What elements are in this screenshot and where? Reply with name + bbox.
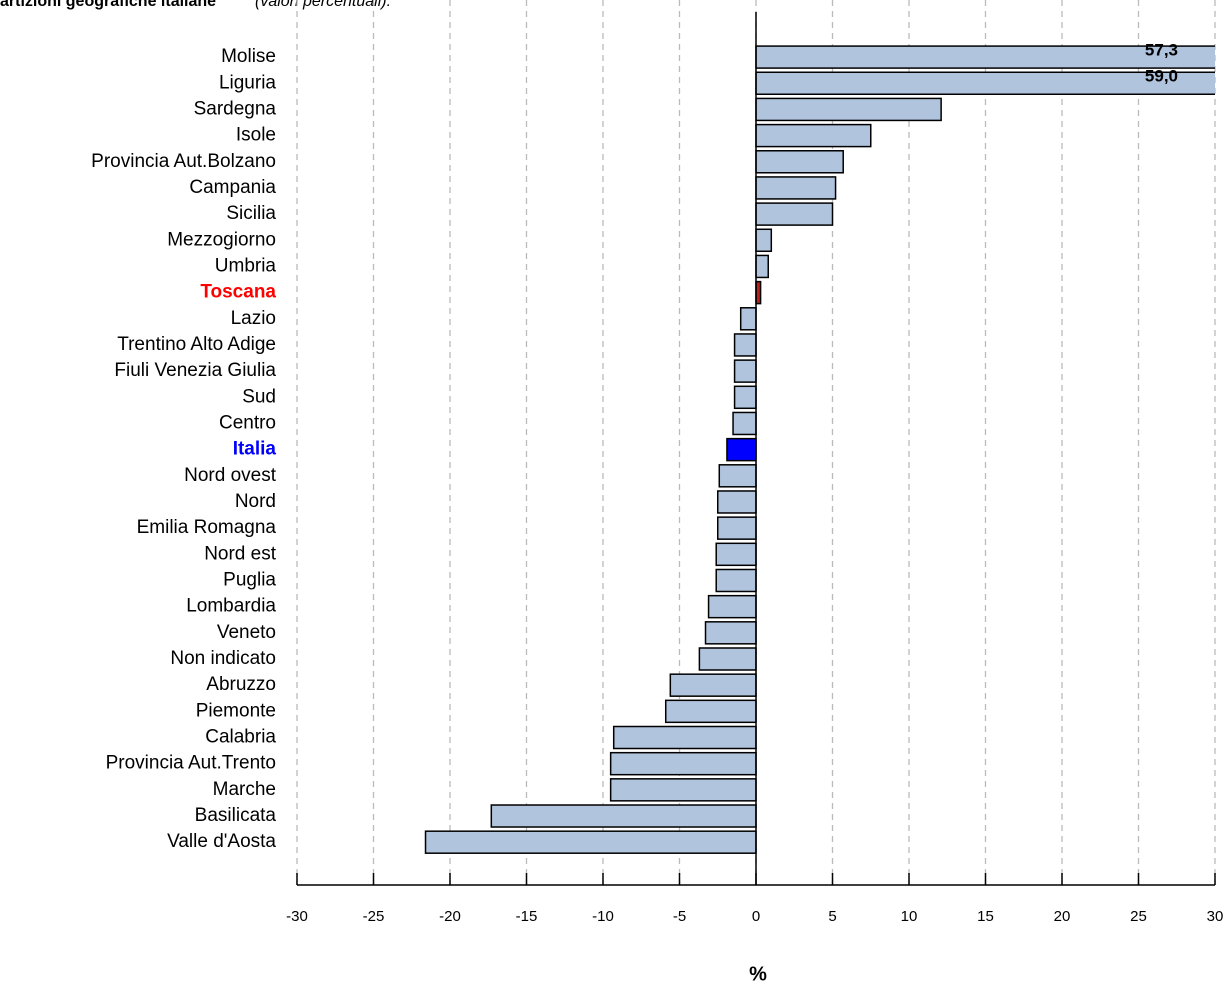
x-tick-label: 10	[901, 908, 918, 925]
y-tick-label: Toscana	[200, 282, 276, 303]
bar	[669, 673, 757, 697]
bar	[612, 725, 757, 750]
y-tick-label: Centro	[219, 412, 276, 433]
bar	[718, 464, 757, 488]
x-tick-label: 20	[1054, 908, 1071, 925]
y-tick-label: Provincia Aut.Bolzano	[91, 151, 276, 172]
y-tick-label: Sicilia	[226, 203, 276, 224]
bar	[424, 830, 757, 854]
value-label: 59,0	[1145, 67, 1178, 86]
x-tick-label: -10	[592, 908, 614, 925]
y-tick-label: Puglia	[223, 570, 276, 591]
bar	[755, 202, 834, 226]
bar	[726, 437, 757, 462]
y-tick-label: Sardegna	[194, 98, 277, 119]
bar	[755, 97, 942, 122]
bar	[698, 647, 757, 671]
y-tick-label: Italia	[233, 439, 277, 460]
bar	[715, 542, 757, 567]
bar	[609, 751, 757, 776]
y-tick-label: Nord ovest	[184, 465, 277, 486]
bar	[739, 307, 757, 331]
bar	[732, 411, 757, 436]
y-tick-label: Umbria	[215, 255, 277, 276]
y-tick-label: Basilicata	[195, 805, 277, 826]
bar	[755, 150, 844, 174]
y-tick-label: Trentino Alto Adige	[117, 334, 276, 355]
y-tick-label: Provincia Aut.Trento	[106, 753, 276, 774]
x-tick-label: 5	[828, 908, 836, 925]
bar	[755, 123, 872, 148]
y-tick-label: Lazio	[231, 308, 276, 329]
x-tick-label: 30	[1207, 908, 1224, 925]
x-tick-label: -15	[516, 908, 538, 925]
y-tick-label: Liguria	[219, 72, 276, 93]
x-tick-label: 15	[977, 908, 994, 925]
bar	[755, 176, 837, 200]
y-tick-label: Abruzzo	[206, 674, 276, 695]
y-tick-label: Veneto	[217, 622, 276, 643]
bar	[707, 594, 757, 619]
y-tick-label: Piemonte	[196, 700, 276, 721]
x-axis-label: %	[749, 963, 767, 985]
y-tick-label: Emilia Romagna	[137, 517, 277, 538]
x-tick-label: -25	[363, 908, 385, 925]
bar	[733, 359, 757, 383]
bar	[733, 385, 757, 410]
plot-area	[424, 45, 1215, 854]
bar	[717, 490, 757, 514]
y-tick-label: Nord est	[204, 543, 277, 564]
y-tick-label: Sud	[242, 386, 276, 407]
y-tick-label: Nord	[235, 491, 276, 512]
x-tick-label: -5	[673, 908, 686, 925]
value-label: 57,3	[1145, 41, 1178, 60]
bar	[664, 699, 757, 724]
y-tick-label: Lombardia	[186, 596, 276, 617]
bar	[715, 568, 757, 593]
y-tick-label: Fiuli Venezia Giulia	[114, 360, 276, 381]
y-tick-label: Molise	[221, 46, 276, 67]
y-tick-label: Marche	[213, 779, 276, 800]
y-tick-label: Isole	[236, 125, 276, 146]
bar	[704, 621, 757, 645]
y-tick-label: Campania	[189, 177, 276, 198]
y-tick-label: Mezzogiorno	[167, 229, 276, 250]
chart-title: artizioni geografiche italiane	[0, 0, 216, 10]
x-tick-label: -20	[439, 908, 461, 925]
x-tick-label: 25	[1130, 908, 1147, 925]
bar	[717, 516, 757, 540]
bar	[755, 254, 769, 279]
y-tick-label: Non indicato	[170, 648, 276, 669]
x-tick-label: 0	[752, 908, 760, 925]
bar	[490, 804, 757, 828]
bar	[609, 778, 757, 802]
x-tick-label: -30	[286, 908, 308, 925]
y-tick-label: Calabria	[205, 727, 276, 748]
bar	[755, 228, 773, 253]
bar	[733, 333, 757, 357]
chart-subtitle: (valori percentuali).	[255, 0, 391, 10]
y-tick-label: Valle d'Aosta	[167, 831, 276, 852]
